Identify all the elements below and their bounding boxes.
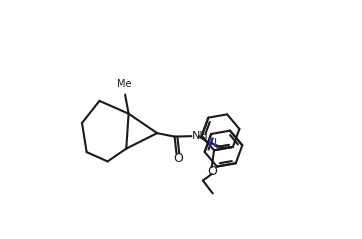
- Text: NH: NH: [192, 131, 209, 141]
- Text: Me: Me: [117, 79, 131, 89]
- Text: O: O: [207, 165, 217, 178]
- Text: O: O: [173, 152, 183, 165]
- Text: N: N: [208, 137, 218, 150]
